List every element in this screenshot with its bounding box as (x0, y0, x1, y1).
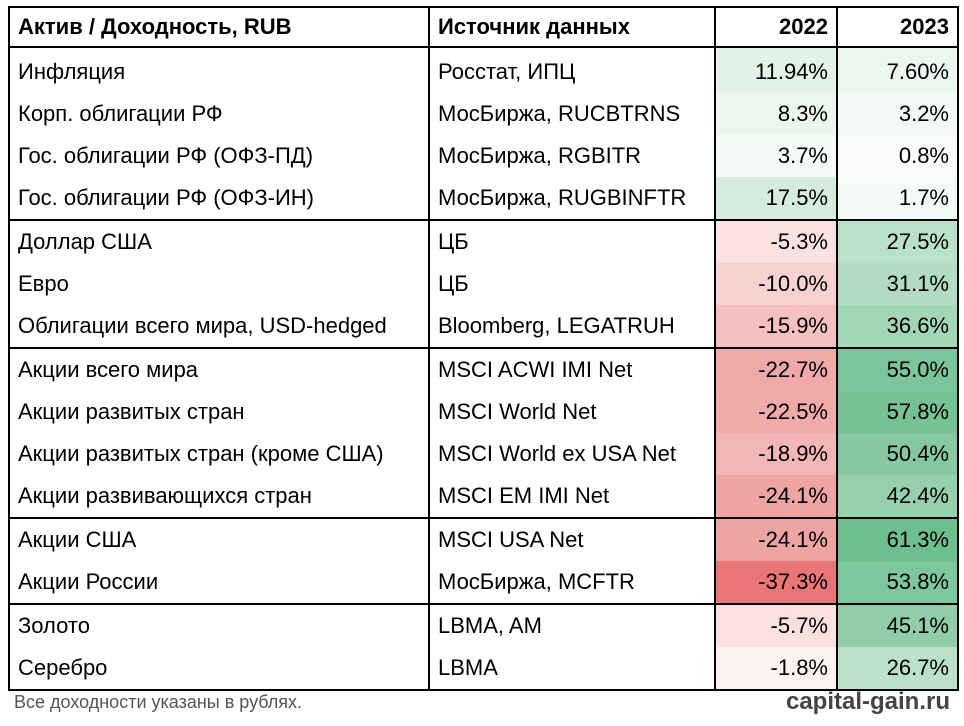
table-row: Золото LBMA, AM -5.7% 45.1% (8, 603, 959, 647)
return-2022-cell: -5.7% (714, 603, 838, 647)
source-cell: MSCI ACWI IMI Net (428, 347, 716, 391)
returns-table: Актив / Доходность, RUB Источник данных … (8, 6, 959, 691)
source-cell: Bloomberg, LEGATRUH (428, 305, 716, 348)
source-cell: Росстат, ИПЦ (428, 47, 716, 93)
return-2022-cell: 11.94% (714, 47, 838, 93)
return-2023-cell: 26.7% (836, 647, 959, 691)
asset-cell: Облигации всего мира, USD-hedged (8, 305, 430, 348)
table-row: Акции России МосБиржа, MCFTR -37.3% 53.8% (8, 561, 959, 604)
asset-cell: Инфляция (8, 47, 430, 93)
source-cell: МосБиржа, MCFTR (428, 561, 716, 604)
return-2022-cell: -22.7% (714, 347, 838, 391)
return-2023-cell: 7.60% (836, 47, 959, 93)
table-row: Акции развитых стран (кроме США) MSCI Wor… (8, 433, 959, 475)
asset-cell: Акции развитых стран (кроме США) (8, 433, 430, 475)
return-2023-cell: 27.5% (836, 219, 959, 263)
return-2023-cell: 57.8% (836, 391, 959, 433)
asset-cell: Акции развитых стран (8, 391, 430, 433)
asset-cell: Евро (8, 263, 430, 305)
return-2023-cell: 55.0% (836, 347, 959, 391)
return-2023-cell: 0.8% (836, 135, 959, 177)
source-cell: MSCI EM IMI Net (428, 475, 716, 518)
asset-cell: Акции США (8, 517, 430, 561)
return-2022-cell: -24.1% (714, 475, 838, 518)
source-cell: LBMA, AM (428, 603, 716, 647)
return-2022-cell: -1.8% (714, 647, 838, 691)
return-2023-cell: 31.1% (836, 263, 959, 305)
return-2022-cell: -15.9% (714, 305, 838, 348)
table-row: Евро ЦБ -10.0% 31.1% (8, 263, 959, 305)
return-2023-cell: 42.4% (836, 475, 959, 518)
return-2022-cell: -10.0% (714, 263, 838, 305)
table-row: Инфляция Росстат, ИПЦ 11.94% 7.60% (8, 47, 959, 93)
table-row: Серебро LBMA -1.8% 26.7% (8, 647, 959, 691)
header-2023: 2023 (836, 6, 959, 48)
return-2022-cell: -24.1% (714, 517, 838, 561)
return-2022-cell: -18.9% (714, 433, 838, 475)
table-row: Акции развитых стран MSCI World Net -22.5%… (8, 391, 959, 433)
return-2022-cell: -5.3% (714, 219, 838, 263)
table-header-row: Актив / Доходность, RUB Источник данных … (8, 6, 959, 48)
asset-cell: Гос. облигации РФ (ОФЗ-ПД) (8, 135, 430, 177)
header-2022: 2022 (714, 6, 838, 48)
source-cell: LBMA (428, 647, 716, 691)
return-2023-cell: 1.7% (836, 177, 959, 220)
table-row: Доллар США ЦБ -5.3% 27.5% (8, 219, 959, 263)
table-row: Корп. облигации РФ МосБиржа, RUCBTRNS 8.3%… (8, 93, 959, 135)
source-cell: MSCI World ex USA Net (428, 433, 716, 475)
asset-cell: Акции России (8, 561, 430, 604)
asset-cell: Золото (8, 603, 430, 647)
return-2023-cell: 53.8% (836, 561, 959, 604)
return-2023-cell: 45.1% (836, 603, 959, 647)
footer-note: Все доходности указаны в рублях. (14, 692, 303, 712)
table-row: Облигации всего мира, USD-hedged Bloomber… (8, 305, 959, 348)
table-row: Гос. облигации РФ (ОФЗ-ИН) МосБиржа, RUGB… (8, 177, 959, 220)
return-2023-cell: 61.3% (836, 517, 959, 561)
table-row: Акции всего мира MSCI ACWI IMI Net -22.7% 5… (8, 347, 959, 391)
return-2022-cell: -22.5% (714, 391, 838, 433)
table-body: Инфляция Росстат, ИПЦ 11.94% 7.60% Корп. обл… (8, 47, 959, 691)
table-row: Акции развивающихся стран MSCI EM IMI Net… (8, 475, 959, 518)
table-row: Акции США MSCI USA Net -24.1% 61.3% (8, 517, 959, 561)
asset-cell: Гос. облигации РФ (ОФЗ-ИН) (8, 177, 430, 220)
header-source: Источник данных (428, 6, 716, 48)
return-2023-cell: 50.4% (836, 433, 959, 475)
return-2022-cell: 3.7% (714, 135, 838, 177)
return-2023-cell: 3.2% (836, 93, 959, 135)
return-2023-cell: 36.6% (836, 305, 959, 348)
header-asset: Актив / Доходность, RUB (8, 6, 430, 48)
source-cell: ЦБ (428, 263, 716, 305)
source-cell: ЦБ (428, 219, 716, 263)
asset-cell: Акции развивающихся стран (8, 475, 430, 518)
source-cell: МосБиржа, RUGBINFTR (428, 177, 716, 220)
asset-cell: Акции всего мира (8, 347, 430, 391)
return-2022-cell: 17.5% (714, 177, 838, 220)
asset-cell: Доллар США (8, 219, 430, 263)
source-cell: MSCI World Net (428, 391, 716, 433)
asset-cell: Корп. облигации РФ (8, 93, 430, 135)
source-cell: МосБиржа, RUCBTRNS (428, 93, 716, 135)
asset-cell: Серебро (8, 647, 430, 691)
return-2022-cell: -37.3% (714, 561, 838, 604)
table-row: Гос. облигации РФ (ОФЗ-ПД) МосБиржа, RGBI… (8, 135, 959, 177)
source-cell: МосБиржа, RGBITR (428, 135, 716, 177)
footer-site: capital-gain.ru (785, 688, 950, 715)
source-cell: MSCI USA Net (428, 517, 716, 561)
return-2022-cell: 8.3% (714, 93, 838, 135)
